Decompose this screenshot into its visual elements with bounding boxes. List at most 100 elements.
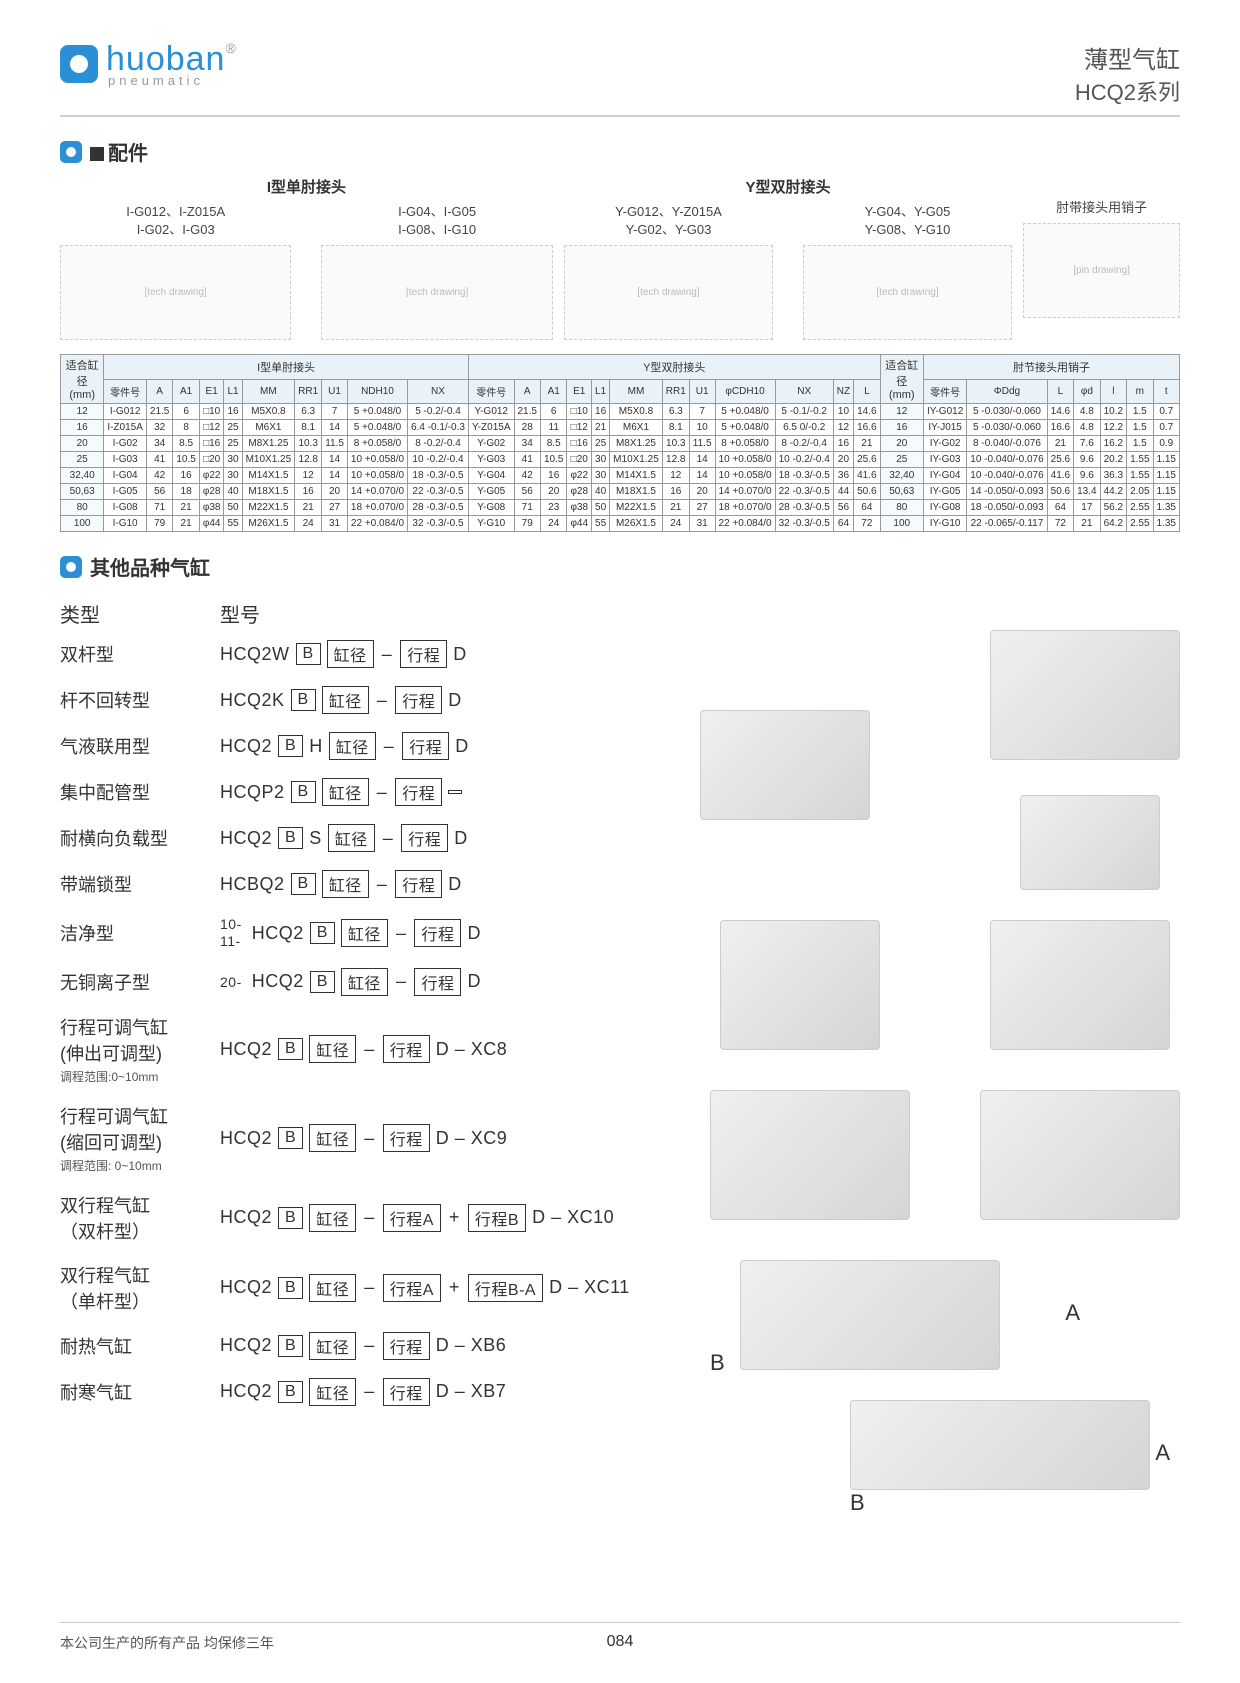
brand-logo: huoban® pneumatic <box>60 40 236 88</box>
section-accessories-header: 配件 <box>60 137 1180 166</box>
types-block: 类型 型号 双杆型HCQ2WB缸径–行程D杆不回转型HCQ2KB缸径–行程D气液… <box>60 599 1180 1406</box>
spec-cell: φ28 <box>567 484 592 500</box>
spec-cell: 21 <box>592 420 610 436</box>
spec-cell: IY-G05 <box>923 484 966 500</box>
spec-cell: 100 <box>880 516 923 532</box>
spec-col-header: U1 <box>322 380 348 404</box>
spec-row: 80I-G087121φ3850M22X1.5212718 +0.070/028… <box>61 500 1180 516</box>
type-row: 无铜离子型20-HCQ2B缸径–行程D <box>60 968 1180 996</box>
spec-cell: 6.3 <box>295 404 322 420</box>
diagram-2b-label: Y-G04、Y-G05 Y-G08、Y-G10 <box>803 203 1012 239</box>
spec-cell: 30 <box>224 468 242 484</box>
spec-col-header: E1 <box>567 380 592 404</box>
type-code: HCQ2BH缸径–行程D <box>220 732 469 760</box>
spec-cell: M26X1.5 <box>610 516 663 532</box>
code-boxed: 缸径 <box>309 1124 356 1152</box>
spec-cell: IY-J015 <box>923 420 966 436</box>
code-text: HCQ2 <box>220 736 272 757</box>
type-row: 杆不回转型HCQ2KB缸径–行程D <box>60 686 1180 714</box>
code-text: D – XC10 <box>532 1207 614 1228</box>
code-boxed: 缸径 <box>309 1204 356 1232</box>
spec-cell: 10.3 <box>295 436 322 452</box>
spec-cell: M18X1.5 <box>610 484 663 500</box>
spec-cell: 71 <box>146 500 172 516</box>
code-boxed: B <box>278 1127 303 1149</box>
spec-col-header: m <box>1127 380 1153 404</box>
type-prefix: 20- <box>220 974 242 991</box>
code-boxed <box>448 790 462 794</box>
spec-cell: 12.8 <box>295 452 322 468</box>
spec-cell: 30 <box>592 452 610 468</box>
spec-cell: 21.5 <box>146 404 172 420</box>
type-code: HCQ2B缸径–行程D – XC9 <box>220 1124 507 1152</box>
type-code: HCQ2KB缸径–行程D <box>220 686 462 714</box>
spec-cell: 30 <box>224 452 242 468</box>
spec-cell: 50,63 <box>880 484 923 500</box>
type-row: 气液联用型HCQ2BH缸径–行程D <box>60 732 1180 760</box>
spec-cell: 55 <box>224 516 242 532</box>
section-mark-icon <box>60 556 82 578</box>
spec-cell: 55 <box>592 516 610 532</box>
code-boxed: 行程 <box>395 870 442 898</box>
spec-cell: 16 <box>592 404 610 420</box>
spec-cell: 25 <box>61 452 104 468</box>
spec-cell: I-G012 <box>104 404 147 420</box>
spec-cell: 0.9 <box>1153 436 1179 452</box>
spec-cell: 12.2 <box>1100 420 1126 436</box>
spec-cell: 64 <box>1047 500 1073 516</box>
page-header: huoban® pneumatic 薄型气缸 HCQ2系列 <box>60 40 1180 117</box>
code-boxed: B <box>278 1038 303 1060</box>
spec-cell: 0.7 <box>1153 420 1179 436</box>
type-label: 行程可调气缸 (伸出可调型)调程范围:0~10mm <box>60 1014 220 1085</box>
spec-cell: 4.8 <box>1074 420 1100 436</box>
spec-cell: M22X1.5 <box>610 500 663 516</box>
spec-cell: 72 <box>854 516 880 532</box>
code-boxed: 行程A <box>383 1274 441 1302</box>
code-text: HCQ2 <box>220 1039 272 1060</box>
spec-row: 12I-G01221.56□1016M5X0.86.375 +0.048/05 … <box>61 404 1180 420</box>
spec-cell: 10.2 <box>1100 404 1126 420</box>
spec-cell: I-Z015A <box>104 420 147 436</box>
col-bore2: 适合缸径 (mm) <box>880 355 923 404</box>
type-row: 集中配管型HCQP2B缸径–行程 <box>60 778 1180 806</box>
spec-cell: 17 <box>1074 500 1100 516</box>
type-row: 洁净型10- 11-HCQ2B缸径–行程D <box>60 916 1180 950</box>
type-row: 耐热气缸HCQ2B缸径–行程D – XB6 <box>60 1332 1180 1360</box>
spec-cell: 12.8 <box>662 452 689 468</box>
spec-cell: 1.15 <box>1153 452 1179 468</box>
code-boxed: 缸径 <box>322 686 369 714</box>
spec-cell: 50.6 <box>1047 484 1073 500</box>
code-boxed: 行程 <box>395 686 442 714</box>
product-image <box>850 1400 1150 1490</box>
spec-cell: 14.6 <box>854 404 880 420</box>
spec-cell: 10.5 <box>173 452 199 468</box>
spec-cell: 1.5 <box>1127 436 1153 452</box>
spec-cell: 14 <box>322 420 348 436</box>
spec-cell: 16 <box>540 468 566 484</box>
code-boxed: 行程 <box>400 640 447 668</box>
code-text: S <box>309 828 322 849</box>
spec-row: 50,63I-G055618φ2840M18X1.5162014 +0.070/… <box>61 484 1180 500</box>
spec-cell: IY-G012 <box>923 404 966 420</box>
code-text: + <box>449 1277 460 1298</box>
diagram-2a-figure: [tech drawing] <box>564 245 773 340</box>
type-label: 双杆型 <box>60 641 220 667</box>
code-boxed: 缸径 <box>322 778 369 806</box>
spec-col-header: A <box>146 380 172 404</box>
code-text: D <box>467 971 481 992</box>
code-text: – <box>364 1335 375 1356</box>
spec-table-body: 12I-G01221.56□1016M5X0.86.375 +0.048/05 … <box>61 404 1180 532</box>
code-text: – <box>364 1128 375 1149</box>
spec-cell: 50,63 <box>61 484 104 500</box>
spec-cell: 34 <box>514 436 540 452</box>
type-code: HCQ2B缸径–行程A+行程B-AD – XC11 <box>220 1274 630 1302</box>
spec-cell: 14.6 <box>1047 404 1073 420</box>
spec-col-header: A1 <box>173 380 199 404</box>
code-text: D <box>455 736 469 757</box>
diagram-group2-title: Y型双肘接头 <box>564 176 1012 197</box>
page-title-line1: 薄型气缸 <box>1075 40 1180 75</box>
spec-table: 适合缸径 (mm) I型单肘接头 Y型双肘接头 适合缸径 (mm) 肘节接头用销… <box>60 354 1180 532</box>
spec-cell: 27 <box>689 500 715 516</box>
code-boxed: 行程B-A <box>468 1274 543 1302</box>
spec-cell: □20 <box>567 452 592 468</box>
